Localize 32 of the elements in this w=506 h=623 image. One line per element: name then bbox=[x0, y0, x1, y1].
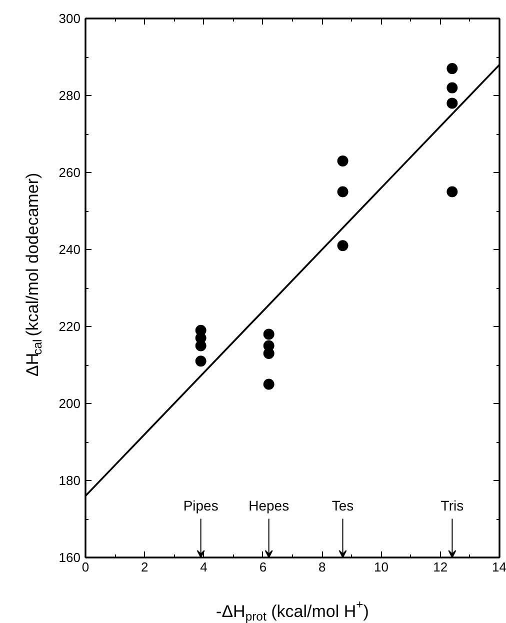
x-tick-label: 12 bbox=[433, 560, 448, 574]
y-tick-label: 200 bbox=[58, 396, 81, 411]
annotation: Tris bbox=[440, 498, 464, 514]
x-tick-label: 10 bbox=[374, 560, 388, 574]
point bbox=[337, 186, 348, 198]
point bbox=[337, 240, 348, 252]
x-tick-label: 4 bbox=[200, 560, 208, 574]
x-tick-label: 6 bbox=[259, 560, 267, 574]
annotation: Hepes bbox=[248, 498, 290, 514]
point bbox=[446, 98, 458, 109]
annotation: Tes bbox=[332, 498, 354, 514]
y-tick-label: 180 bbox=[58, 473, 81, 488]
point bbox=[195, 340, 206, 352]
y-tick-label: 260 bbox=[58, 165, 81, 180]
x-tick-label: 0 bbox=[82, 560, 90, 574]
point bbox=[446, 63, 458, 74]
point bbox=[446, 186, 458, 198]
x-tick-label: 14 bbox=[492, 560, 506, 574]
y-tick-label: 160 bbox=[58, 550, 81, 565]
y-tick-label: 300 bbox=[58, 11, 81, 26]
point bbox=[446, 82, 458, 94]
point bbox=[195, 356, 206, 367]
x-tick-label: 8 bbox=[318, 560, 326, 574]
point bbox=[263, 328, 274, 340]
y-tick-label: 280 bbox=[58, 88, 81, 103]
point bbox=[337, 155, 348, 166]
y-axis-title: ΔHcal (kcal/mol dodecamer) bbox=[23, 172, 45, 376]
x-tick-label: 2 bbox=[141, 560, 148, 574]
y-tick-label: 240 bbox=[58, 242, 81, 257]
point bbox=[263, 378, 274, 390]
y-tick-label: 220 bbox=[58, 319, 81, 334]
annotation: Pipes bbox=[183, 498, 218, 514]
